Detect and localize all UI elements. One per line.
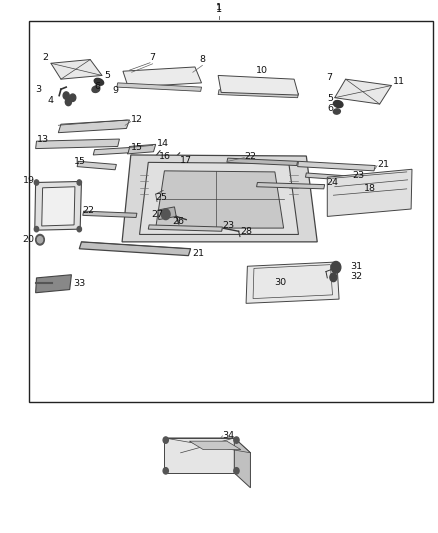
Polygon shape	[227, 158, 297, 166]
Circle shape	[234, 437, 239, 443]
Bar	[29, 21, 433, 402]
Text: 10: 10	[256, 67, 268, 76]
Circle shape	[70, 94, 76, 101]
Polygon shape	[58, 120, 130, 133]
Polygon shape	[123, 67, 201, 87]
Polygon shape	[164, 438, 251, 453]
Ellipse shape	[333, 109, 340, 114]
Text: 20: 20	[23, 235, 35, 244]
Circle shape	[34, 180, 39, 185]
Text: 8: 8	[199, 55, 205, 64]
Text: 16: 16	[159, 151, 171, 160]
Text: 34: 34	[223, 431, 235, 440]
Text: 24: 24	[326, 178, 338, 187]
Text: 23: 23	[352, 171, 364, 180]
Text: 9: 9	[112, 85, 118, 94]
Text: 31: 31	[350, 262, 362, 271]
Text: 6: 6	[327, 104, 333, 113]
Circle shape	[161, 209, 170, 220]
Ellipse shape	[333, 101, 343, 108]
Polygon shape	[35, 181, 81, 230]
Polygon shape	[155, 171, 284, 228]
Text: 3: 3	[35, 85, 41, 94]
Text: 6: 6	[95, 82, 101, 91]
Polygon shape	[35, 274, 71, 293]
Polygon shape	[127, 144, 155, 154]
Polygon shape	[234, 438, 251, 488]
Polygon shape	[79, 242, 191, 256]
Polygon shape	[35, 139, 120, 149]
Circle shape	[331, 262, 341, 273]
Text: 19: 19	[23, 176, 35, 185]
Polygon shape	[77, 161, 117, 170]
Text: 28: 28	[240, 227, 252, 236]
Polygon shape	[218, 76, 298, 95]
Ellipse shape	[94, 78, 104, 85]
Text: 30: 30	[274, 278, 286, 287]
Text: 22: 22	[83, 206, 95, 215]
Circle shape	[63, 92, 69, 99]
Text: 11: 11	[393, 77, 405, 86]
Polygon shape	[218, 90, 298, 98]
Text: 27: 27	[151, 210, 163, 219]
Text: 14: 14	[157, 139, 169, 148]
Polygon shape	[189, 441, 241, 450]
Circle shape	[163, 467, 168, 474]
Circle shape	[37, 237, 42, 243]
Text: 7: 7	[150, 53, 155, 62]
Text: 15: 15	[131, 143, 143, 152]
Polygon shape	[140, 163, 298, 235]
Polygon shape	[305, 173, 351, 180]
Text: 7: 7	[326, 73, 332, 82]
Circle shape	[163, 437, 168, 443]
Polygon shape	[83, 211, 137, 217]
Text: 22: 22	[244, 151, 256, 160]
Polygon shape	[93, 148, 130, 155]
Polygon shape	[148, 225, 223, 231]
Text: 32: 32	[350, 272, 362, 281]
Text: 12: 12	[131, 116, 143, 125]
Text: 21: 21	[377, 160, 389, 169]
Text: 33: 33	[73, 279, 85, 288]
Circle shape	[234, 467, 239, 474]
Circle shape	[34, 227, 39, 232]
Text: 1: 1	[216, 3, 222, 12]
Text: 5: 5	[327, 94, 333, 103]
Text: 26: 26	[172, 217, 184, 226]
Text: 17: 17	[180, 156, 192, 165]
Polygon shape	[122, 155, 317, 242]
Text: 2: 2	[43, 53, 49, 62]
Text: 21: 21	[192, 249, 204, 258]
Text: 5: 5	[105, 71, 111, 80]
Text: 1: 1	[216, 4, 222, 14]
Polygon shape	[42, 187, 75, 226]
Circle shape	[65, 98, 71, 106]
Circle shape	[77, 180, 81, 185]
Circle shape	[330, 273, 337, 281]
Polygon shape	[257, 182, 325, 189]
Polygon shape	[297, 161, 375, 171]
Ellipse shape	[92, 86, 100, 92]
Text: 4: 4	[47, 96, 53, 105]
Text: 18: 18	[364, 184, 376, 193]
Polygon shape	[335, 79, 392, 104]
Text: 25: 25	[155, 193, 168, 202]
Polygon shape	[246, 262, 339, 303]
Text: 15: 15	[74, 157, 86, 166]
Text: 23: 23	[223, 222, 235, 230]
Polygon shape	[158, 207, 176, 220]
Circle shape	[77, 227, 81, 232]
Polygon shape	[164, 438, 234, 473]
Circle shape	[35, 235, 44, 245]
Text: 13: 13	[36, 134, 49, 143]
Polygon shape	[327, 169, 412, 216]
Polygon shape	[117, 83, 201, 91]
Polygon shape	[51, 60, 102, 79]
